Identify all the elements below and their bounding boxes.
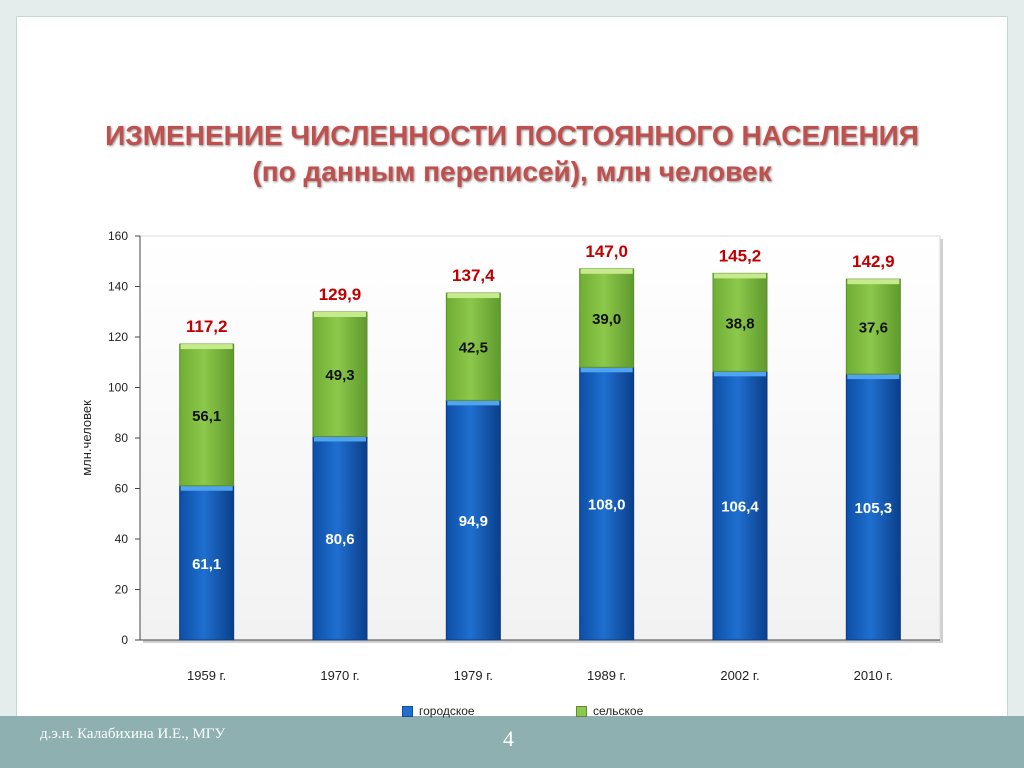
bar-urban xyxy=(312,435,368,641)
data-label-rural: 39,0 xyxy=(592,311,621,328)
data-label-rural: 49,3 xyxy=(325,367,354,384)
y-tick-label: 60 xyxy=(115,482,129,496)
bar-urban xyxy=(712,370,768,641)
data-label-urban: 94,9 xyxy=(459,513,488,530)
y-tick-label: 0 xyxy=(121,633,128,647)
y-axis-label: млн.человек xyxy=(79,400,94,476)
bar-rural xyxy=(579,268,635,368)
y-tick-label: 100 xyxy=(108,381,128,395)
x-tick-label: 2010 г. xyxy=(854,668,893,683)
x-tick-label: 1989 г. xyxy=(587,668,626,683)
y-tick-label: 120 xyxy=(108,330,128,344)
x-tick-label: 1970 г. xyxy=(320,668,359,683)
data-label-rural: 42,5 xyxy=(459,340,488,357)
bar-rural xyxy=(179,343,235,487)
bar-urban xyxy=(445,399,501,641)
data-label-urban: 61,1 xyxy=(192,556,221,573)
data-label-urban: 105,3 xyxy=(855,500,893,517)
bar-urban xyxy=(179,485,235,641)
y-tick-label: 20 xyxy=(115,583,129,597)
bar-urban-top-highlight xyxy=(580,367,633,373)
chart-legend: городское сельское xyxy=(0,704,1024,722)
legend-item-urban: городское xyxy=(402,704,475,718)
bar-urban xyxy=(579,366,635,641)
data-label-total: 117,2 xyxy=(186,317,228,336)
bar-rural-top-highlight xyxy=(847,279,900,285)
legend-label-urban: городское xyxy=(419,704,475,718)
y-tick-label: 140 xyxy=(108,280,128,294)
y-tick-label: 40 xyxy=(115,532,129,546)
bar-urban-top-highlight xyxy=(714,371,766,377)
bar-urban-top-highlight xyxy=(180,485,233,491)
legend-label-rural: сельское xyxy=(593,704,644,718)
page-number: 4 xyxy=(503,726,514,751)
title-line-2: (по данным переписей), млн человек xyxy=(252,156,772,187)
bar-rural-top-highlight xyxy=(314,312,366,318)
data-label-rural: 38,8 xyxy=(725,315,754,332)
data-label-total: 129,9 xyxy=(319,285,362,304)
page-title: ИЗМЕНЕНИЕ ЧИСЛЕННОСТИ ПОСТОЯННОГО НАСЕЛЕ… xyxy=(0,118,1024,190)
title-line-1: ИЗМЕНЕНИЕ ЧИСЛЕННОСТИ ПОСТОЯННОГО НАСЕЛЕ… xyxy=(105,120,919,151)
legend-swatch-urban xyxy=(402,705,413,717)
bar-urban-top-highlight xyxy=(314,436,366,442)
data-label-urban: 108,0 xyxy=(588,497,626,514)
bar-rural xyxy=(312,311,368,437)
x-tick-label: 1979 г. xyxy=(454,668,493,683)
bar-rural xyxy=(845,278,901,375)
x-tick-label: 2002 г. xyxy=(720,668,759,683)
bar-rural xyxy=(445,292,501,401)
data-label-total: 147,0 xyxy=(585,242,628,261)
footer-author: д.э.н. Калабихина И.Е., МГУ xyxy=(40,726,226,742)
y-tick-label: 160 xyxy=(108,229,128,243)
data-label-urban: 80,6 xyxy=(325,531,354,548)
bar-rural-top-highlight xyxy=(580,268,633,274)
bar-urban-top-highlight xyxy=(847,374,900,380)
legend-item-rural: сельское xyxy=(576,704,643,718)
x-tick-label: 1959 г. xyxy=(187,668,226,683)
bar-rural-top-highlight xyxy=(447,293,500,299)
plot-area xyxy=(139,235,941,641)
data-label-total: 145,2 xyxy=(719,246,762,265)
footer-band xyxy=(0,716,1024,768)
data-label-rural: 37,6 xyxy=(859,320,888,337)
data-label-total: 142,9 xyxy=(852,252,895,271)
bar-rural-top-highlight xyxy=(180,344,233,350)
data-label-urban: 106,4 xyxy=(721,499,759,516)
data-label-rural: 56,1 xyxy=(192,408,221,425)
data-label-total: 137,4 xyxy=(452,266,495,285)
bar-urban-top-highlight xyxy=(447,400,500,406)
legend-swatch-rural xyxy=(576,705,587,717)
y-tick-label: 80 xyxy=(115,431,129,445)
bar-rural-top-highlight xyxy=(714,273,766,279)
